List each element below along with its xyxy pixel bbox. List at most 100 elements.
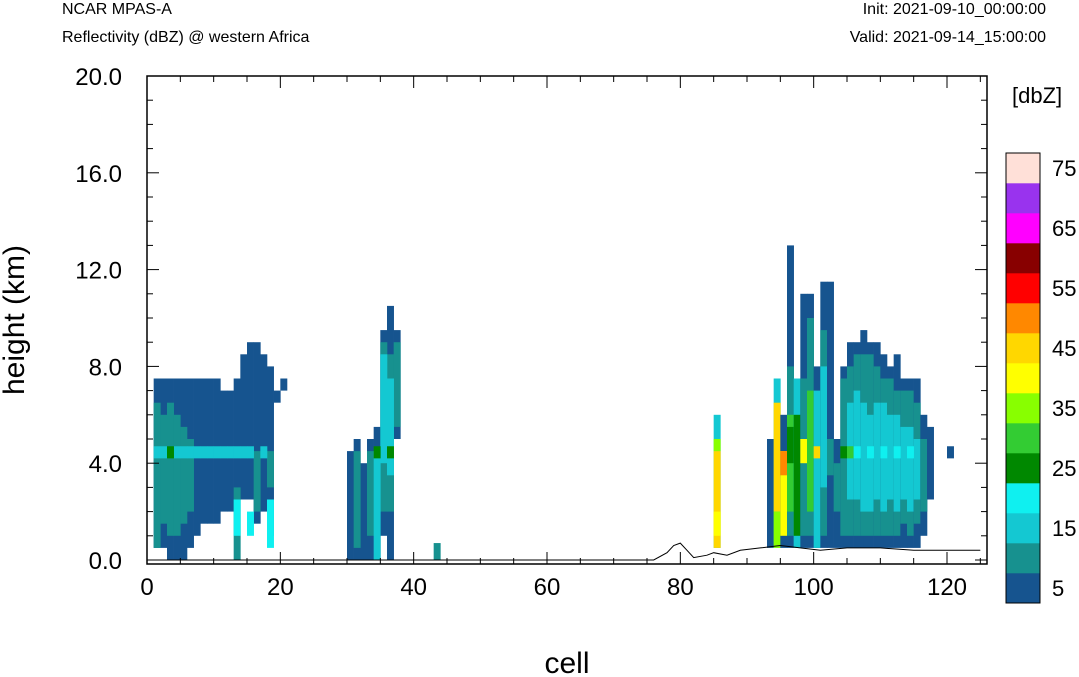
- x-tick-label: 100: [794, 574, 834, 601]
- x-tick-label: 0: [140, 574, 153, 601]
- axis-ticks: [146, 75, 987, 564]
- field-subtitle: Reflectivity (dBZ) @ western Africa: [62, 29, 310, 46]
- reflectivity-cell: [240, 446, 248, 459]
- reflectivity-cell: [893, 446, 901, 459]
- x-tick-label: 40: [400, 574, 427, 601]
- reflectivity-cell: [280, 378, 288, 391]
- reflectivity-cell: [353, 451, 361, 548]
- colorbar-label: 5: [1052, 576, 1064, 601]
- reflectivity-cell: [907, 446, 914, 459]
- reflectivity-cell: [180, 446, 188, 459]
- terrain-line: [147, 542, 981, 561]
- init-time: Init: 2021-09-10_00:00:00: [862, 1, 1046, 18]
- colorbar-swatch: [1006, 393, 1040, 424]
- colorbar-swatch: [1006, 543, 1040, 574]
- reflectivity-cell: [240, 354, 248, 500]
- x-tick-labels: 0 20 40 60 80 100 120: [140, 574, 967, 601]
- reflectivity-cell: [773, 511, 781, 548]
- reflectivity-cell: [360, 463, 368, 560]
- x-tick-label: 20: [267, 574, 294, 601]
- x-axis-title: cell: [544, 647, 589, 677]
- reflectivity-cell: [927, 426, 934, 500]
- reflectivity-cell: [180, 426, 188, 524]
- y-tick-label: 0.0: [89, 548, 122, 575]
- reflectivity-cell: [853, 446, 861, 459]
- colorbar-swatch: [1006, 273, 1040, 304]
- reflectivity-cell: [153, 402, 161, 548]
- y-tick-label: 8.0: [89, 354, 122, 381]
- reflectivity-cell: [153, 446, 161, 459]
- colorbar-swatch: [1006, 363, 1040, 394]
- reflectivity-cell: [227, 446, 234, 459]
- reflectivity-cell: [887, 414, 894, 500]
- reflectivity-cell: [393, 342, 401, 427]
- colorbar-label: 75: [1052, 156, 1076, 181]
- reflectivity-cell: [713, 439, 721, 452]
- model-title: NCAR MPAS-A: [62, 1, 172, 18]
- reflectivity-cell: [947, 446, 954, 459]
- colorbar-swatch: [1006, 243, 1040, 274]
- reflectivity-cell: [373, 446, 381, 459]
- reflectivity-cell: [767, 439, 774, 548]
- reflectivity-cell: [860, 402, 868, 512]
- reflectivity-cell: [160, 446, 168, 459]
- reflectivity-cell: [713, 451, 721, 548]
- x-tick-label: 80: [667, 574, 694, 601]
- reflectivity-cell: [920, 439, 928, 512]
- reflectivity-cell: [247, 446, 254, 459]
- valid-time: Valid: 2021-09-14_15:00:00: [849, 29, 1046, 46]
- reflectivity-cell: [827, 439, 834, 476]
- colorbar-swatch: [1006, 423, 1040, 454]
- colorbar-swatch: [1006, 303, 1040, 334]
- colorbar-label: 35: [1052, 396, 1076, 421]
- reflectivity-cell: [387, 378, 394, 476]
- reflectivity-cell: [267, 366, 274, 536]
- reflectivity-cells: [153, 245, 954, 560]
- x-tick-label: 60: [534, 574, 561, 601]
- reflectivity-cell: [173, 414, 181, 536]
- reflectivity-cell: [433, 543, 441, 560]
- colorbar-label: 65: [1052, 216, 1076, 241]
- reflectivity-cell: [793, 414, 801, 536]
- reflectivity-cell: [187, 446, 194, 459]
- colorbar: [1005, 152, 1041, 604]
- reflectivity-cell: [893, 414, 901, 512]
- reflectivity-cell: [713, 511, 721, 536]
- y-tick-labels: 0.0 4.0 8.0 12.0 16.0 20.0: [75, 64, 122, 575]
- reflectivity-cell: [160, 414, 168, 524]
- reflectivity-cell: [780, 451, 788, 476]
- colorbar-swatch: [1006, 153, 1040, 184]
- reflectivity-cell: [780, 451, 788, 536]
- reflectivity-cell: [247, 342, 254, 500]
- y-axis-title: height (km): [0, 245, 31, 395]
- reflectivity-cell: [387, 446, 394, 459]
- reflectivity-cell: [200, 446, 208, 459]
- colorbar-swatch: [1006, 183, 1040, 214]
- reflectivity-cell: [213, 446, 221, 459]
- colorbar-swatch: [1006, 213, 1040, 244]
- reflectivity-cell: [813, 390, 821, 548]
- colorbar-swatch: [1006, 513, 1040, 544]
- reflectivity-cell: [247, 511, 254, 536]
- reflectivity-cell: [827, 281, 834, 548]
- reflectivity-cell: [187, 439, 194, 512]
- colorbar-label: 15: [1052, 516, 1076, 541]
- reflectivity-cell: [867, 414, 874, 512]
- reflectivity-cell: [853, 390, 861, 500]
- colorbar-title: [dbZ]: [1012, 83, 1062, 108]
- reflectivity-cell: [867, 446, 874, 459]
- y-tick-label: 20.0: [75, 64, 122, 91]
- colorbar-frame: [1005, 152, 1041, 604]
- reflectivity-cell: [787, 426, 794, 464]
- reflectivity-cell: [233, 446, 241, 459]
- reflectivity-cell: [380, 354, 388, 464]
- y-tick-label: 16.0: [75, 161, 122, 188]
- reflectivity-cell: [173, 446, 181, 459]
- reflectivity-cell: [833, 463, 841, 512]
- reflectivity-cell: [900, 426, 908, 500]
- reflectivity-cell: [233, 499, 241, 536]
- reflectivity-cell: [193, 446, 201, 459]
- reflectivity-cell: [167, 402, 174, 536]
- reflectivity-cell: [873, 402, 881, 500]
